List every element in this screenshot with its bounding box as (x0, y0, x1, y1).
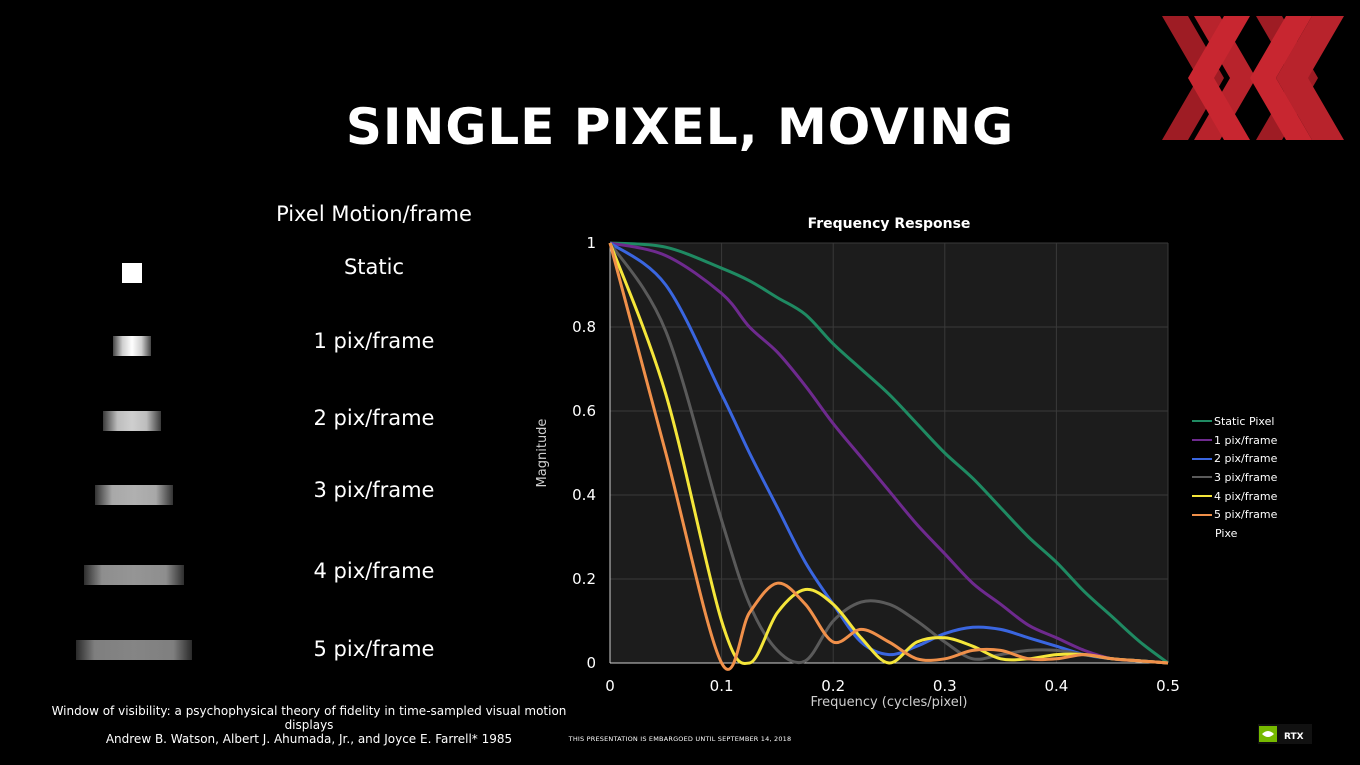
legend-label: Static Pixel (1214, 414, 1275, 428)
motion-blur-swatch-1 (113, 336, 151, 356)
legend-extra-label: Pixe (1215, 526, 1238, 540)
motion-label-3: 3 pix/frame (313, 478, 435, 502)
embargo-notice: THIS PRESENTATION IS EMBARGOED UNTIL SEP… (568, 735, 792, 743)
x-tick-label: 0.5 (1156, 677, 1180, 695)
legend-swatch (1192, 439, 1212, 442)
legend-item: Static Pixel (1192, 412, 1277, 431)
motion-label-4: 4 pix/frame (313, 559, 435, 583)
legend-swatch (1192, 476, 1212, 479)
legend-label: 4 pix/frame (1214, 489, 1278, 503)
legend-item: 4 pix/frame (1192, 487, 1277, 506)
motion-label-2: 2 pix/frame (313, 406, 435, 430)
motion-label-1: 1 pix/frame (313, 329, 435, 353)
chart-legend: Static Pixel 1 pix/frame 2 pix/frame 3 pix/… (1192, 412, 1277, 543)
legend-label: 2 pix/frame (1214, 452, 1278, 466)
y-axis-label: Magnitude (535, 419, 550, 488)
slide-title: SINGLE PIXEL, MOVING (345, 98, 1015, 156)
x-tick-label: 0.1 (710, 677, 734, 695)
motion-blur-swatch-2 (103, 411, 161, 431)
plot-area (610, 243, 1168, 663)
motion-label-5: 5 pix/frame (313, 637, 435, 661)
citation-line-2: Andrew B. Watson, Albert J. Ahumada, Jr.… (105, 732, 513, 746)
geforce-rtx-badge-icon: RTX (1258, 724, 1312, 744)
chart-title: Frequency Response (808, 216, 971, 232)
series-line-1 (609, 241, 1169, 665)
legend-swatch (1192, 420, 1212, 423)
legend-swatch (1192, 457, 1212, 460)
motion-blur-swatch-3 (95, 485, 173, 505)
x-axis-label: Frequency (cycles/pixel) (811, 695, 968, 710)
legend-swatch (1192, 495, 1212, 498)
citation-line-1: Window of visibility: a psychophysical t… (51, 704, 567, 732)
legend-item: 3 pix/frame (1192, 468, 1277, 487)
x-tick-label: 0.2 (821, 677, 845, 695)
x-tick-label: 0.3 (933, 677, 957, 695)
motion-blur-swatch-5 (76, 640, 192, 660)
legend-label: 5 pix/frame (1214, 508, 1278, 522)
motion-label-static: Static (343, 255, 405, 279)
legend-label: 3 pix/frame (1214, 470, 1278, 484)
motion-heading: Pixel Motion/frame (276, 202, 472, 226)
xx-logo-icon (1162, 16, 1344, 140)
y-tick-label: 0 (586, 654, 596, 672)
static-pixel-swatch (122, 263, 142, 283)
y-tick-label: 1 (586, 234, 596, 252)
y-tick-label: 0.4 (572, 486, 596, 504)
badge-text: RTX (1284, 732, 1304, 742)
citation: Window of visibility: a psychophysical t… (30, 704, 588, 746)
y-tick-label: 0.2 (572, 570, 596, 588)
series-line-5 (608, 242, 1169, 671)
legend-label: 1 pix/frame (1214, 433, 1278, 447)
y-tick-label: 0.8 (572, 318, 596, 336)
legend-item: 2 pix/frame (1192, 449, 1277, 468)
legend-swatch (1192, 513, 1212, 516)
frequency-response-chart: 0 0.1 0.2 0.3 0.4 0.5 0 0.2 0.4 0.6 0.8 1 Frequency … (535, 216, 1180, 710)
legend-item: 5 pix/frame (1192, 505, 1277, 524)
y-tick-label: 0.6 (572, 402, 596, 420)
x-tick-label: 0.4 (1044, 677, 1068, 695)
legend-item: 1 pix/frame (1192, 431, 1277, 450)
x-tick-label: 0 (605, 677, 615, 695)
motion-blur-swatch-4 (84, 565, 184, 585)
series-line-static (609, 241, 1169, 665)
